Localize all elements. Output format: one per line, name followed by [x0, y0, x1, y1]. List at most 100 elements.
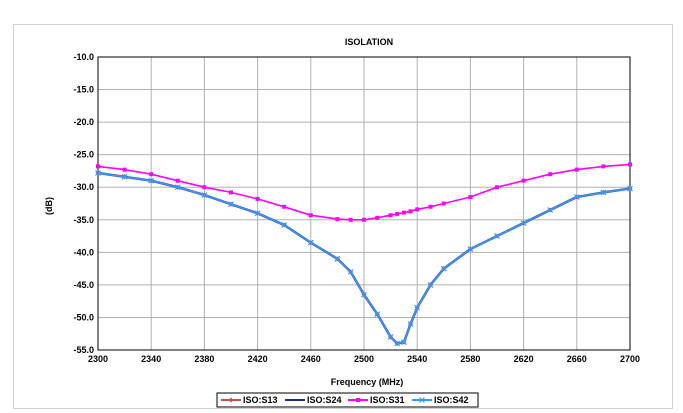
data-point: [427, 281, 434, 288]
data-point: [362, 217, 366, 222]
data-point: [375, 215, 380, 220]
data-point: [440, 265, 447, 272]
data-point: [281, 222, 288, 228]
x-tick-labels: 2300 2340 2380 2420 2460 2500 2540 2580 2620 2660…: [88, 354, 640, 364]
data-point: [175, 178, 180, 183]
data-point: [627, 185, 633, 192]
data-point: [148, 177, 155, 184]
legend-entry: ISO:S42: [412, 395, 469, 405]
y-tick-label: -55.0: [73, 345, 94, 355]
data-point: [628, 162, 632, 167]
y-tick-label: -50.0: [73, 312, 94, 322]
data-point: [601, 164, 606, 169]
data-point: [415, 207, 420, 212]
data-point: [202, 185, 207, 190]
data-point: [573, 194, 580, 200]
x-tick-label: 2420: [248, 354, 268, 364]
data-point: [122, 167, 127, 172]
legend-label: ISO:S13: [243, 395, 278, 405]
data-point: [600, 189, 607, 196]
data-point: [374, 311, 381, 318]
data-point: [388, 213, 393, 218]
data-point: [387, 334, 394, 340]
x-tick-label: 2340: [141, 354, 161, 364]
x-tick-label: 2460: [301, 354, 321, 364]
x-tick-label: 2660: [567, 354, 587, 364]
y-tick-label: -10.0: [73, 52, 94, 62]
data-point: [255, 196, 260, 201]
data-point: [335, 217, 340, 222]
legend-label: ISO:S24: [307, 395, 342, 405]
series-layer: [95, 162, 633, 347]
data-point: [394, 340, 401, 347]
data-point: [441, 201, 446, 206]
x-axis-label: Frequency (MHz): [331, 377, 404, 387]
y-tick-labels: -10.0 -15.0 -20.0 -25.0 -30.0 -35.0 -40.0 -45.0…: [73, 52, 94, 355]
plot-border: [97, 56, 631, 351]
data-point: [121, 173, 128, 180]
y-tick-label: -20.0: [73, 117, 94, 127]
x-tick-label: 2540: [407, 354, 427, 364]
legend-entry: ISO:S31: [348, 395, 405, 405]
data-point: [520, 220, 527, 226]
data-point: [95, 169, 101, 176]
data-point: [428, 204, 433, 209]
data-point: [547, 207, 554, 213]
legend-entry: ISO:S24: [285, 395, 342, 405]
legend: ISO:S13 ISO:S24 ISO:S31 ISO:S42: [216, 392, 479, 408]
chart-title: ISOLATION: [345, 37, 393, 47]
data-point: [308, 213, 313, 218]
y-tick-label: -30.0: [73, 182, 94, 192]
data-point: [408, 209, 413, 214]
x-tick-label: 2380: [194, 354, 214, 364]
y-axis-label: (dB): [44, 197, 54, 215]
data-point: [229, 190, 233, 195]
data-point: [96, 164, 100, 169]
data-point: [467, 246, 474, 253]
x-tick-label: 2700: [620, 354, 640, 364]
data-point: [201, 192, 208, 198]
data-point: [400, 339, 407, 346]
legend-box: [216, 392, 479, 408]
data-point: [361, 291, 367, 298]
data-point: [414, 304, 421, 311]
data-point: [307, 239, 314, 246]
legend-marker: [228, 397, 234, 403]
data-point: [149, 172, 154, 177]
legend-label: ISO:S31: [370, 395, 405, 405]
data-point: [495, 185, 499, 190]
data-point: [407, 321, 414, 327]
data-point: [334, 255, 341, 262]
x-tick-label: 2620: [514, 354, 534, 364]
x-tick-label: 2300: [88, 354, 108, 364]
y-tick-label: -40.0: [73, 247, 94, 257]
data-point: [574, 167, 579, 172]
chart-frame: [13, 24, 673, 409]
data-point: [401, 210, 406, 215]
legend-label: ISO:S42: [434, 395, 469, 405]
data-point: [347, 268, 354, 275]
x-tick-label: 2500: [354, 354, 374, 364]
data-point: [521, 178, 526, 183]
y-tick-label: -25.0: [73, 150, 94, 160]
y-tick-label: -45.0: [73, 280, 94, 290]
data-point: [282, 204, 287, 209]
y-tick-label: -35.0: [73, 215, 94, 225]
data-point: [395, 211, 400, 216]
data-point: [494, 233, 500, 239]
x-tick-label: 2580: [460, 354, 480, 364]
series-iso-s42: [95, 169, 633, 347]
data-point: [174, 184, 181, 191]
data-point: [228, 201, 234, 208]
data-point: [254, 210, 261, 217]
y-tick-label: -15.0: [73, 85, 94, 95]
data-point: [468, 194, 473, 199]
legend-entry: ISO:S13: [221, 395, 278, 405]
series-iso-s31: [96, 162, 632, 222]
data-point: [348, 217, 353, 222]
legend-marker: [356, 398, 360, 402]
legend-marker: [419, 397, 425, 403]
data-point: [548, 172, 553, 177]
grid: [97, 56, 631, 351]
